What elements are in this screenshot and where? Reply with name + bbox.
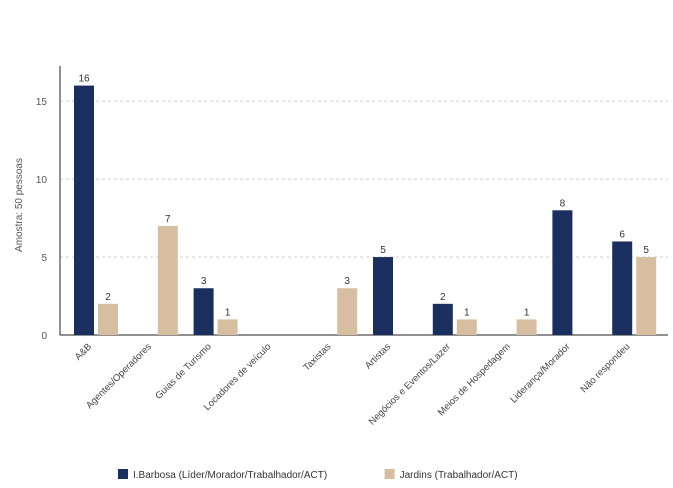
data-labels: 16 2 7 3 1 3 5 2 1 1 8 6 5 <box>78 74 649 319</box>
data-label: 2 <box>105 292 111 303</box>
legend-label: Jardins (Trabalhador/ACT) <box>400 470 518 481</box>
bar-series2 <box>157 225 178 335</box>
y-tick-label: 0 <box>41 331 47 342</box>
bar-series2 <box>217 319 238 335</box>
y-tick-label: 5 <box>41 253 47 264</box>
y-axis-title: Amostra: 50 pessoas <box>14 158 25 252</box>
legend: I.Barbosa (Líder/Morador/Trabalhador/ACT… <box>118 469 518 481</box>
legend-swatch <box>118 469 128 479</box>
bar-series1 <box>373 257 393 335</box>
bar-series1 <box>612 241 633 335</box>
x-tick-label: Artistas <box>363 341 393 371</box>
x-tick-label: Taxistas <box>301 341 333 373</box>
data-label: 3 <box>201 276 207 287</box>
bar-series2 <box>337 288 358 335</box>
data-label: 16 <box>78 74 90 85</box>
x-tick-label: Liderança/Morador <box>508 341 572 405</box>
data-label: 8 <box>560 198 566 209</box>
data-label: 5 <box>380 245 386 256</box>
data-label: 1 <box>464 307 470 318</box>
data-label: 1 <box>524 307 530 318</box>
data-label: 2 <box>440 292 446 303</box>
bar-series2 <box>98 303 118 335</box>
data-label: 6 <box>619 229 625 240</box>
bar-series2 <box>456 319 477 335</box>
x-tick-label: Agentes/Operadores <box>84 341 154 411</box>
legend-label: I.Barbosa (Líder/Morador/Trabalhador/ACT… <box>133 470 327 481</box>
grid <box>60 100 668 258</box>
bar-series1 <box>74 85 94 336</box>
x-tick-label: Não respondeu <box>579 341 633 395</box>
bars <box>74 85 657 336</box>
data-label: 3 <box>344 276 350 287</box>
x-tick-label: Guias de Turismo <box>153 341 213 401</box>
y-tick-label: 15 <box>36 97 48 108</box>
bar-series1 <box>432 303 453 335</box>
data-label: 7 <box>165 214 171 225</box>
bar-series1 <box>193 288 214 335</box>
y-tick-label: 10 <box>36 175 48 186</box>
legend-swatch <box>384 469 395 479</box>
x-tick-label: Locadores de veículo <box>202 341 274 413</box>
bar-series2 <box>516 319 537 335</box>
x-tick-label: A&B <box>73 341 94 362</box>
bar-series1 <box>552 210 573 335</box>
data-label: 5 <box>643 245 649 256</box>
bar-series2 <box>636 257 657 335</box>
data-label: 1 <box>225 307 231 318</box>
